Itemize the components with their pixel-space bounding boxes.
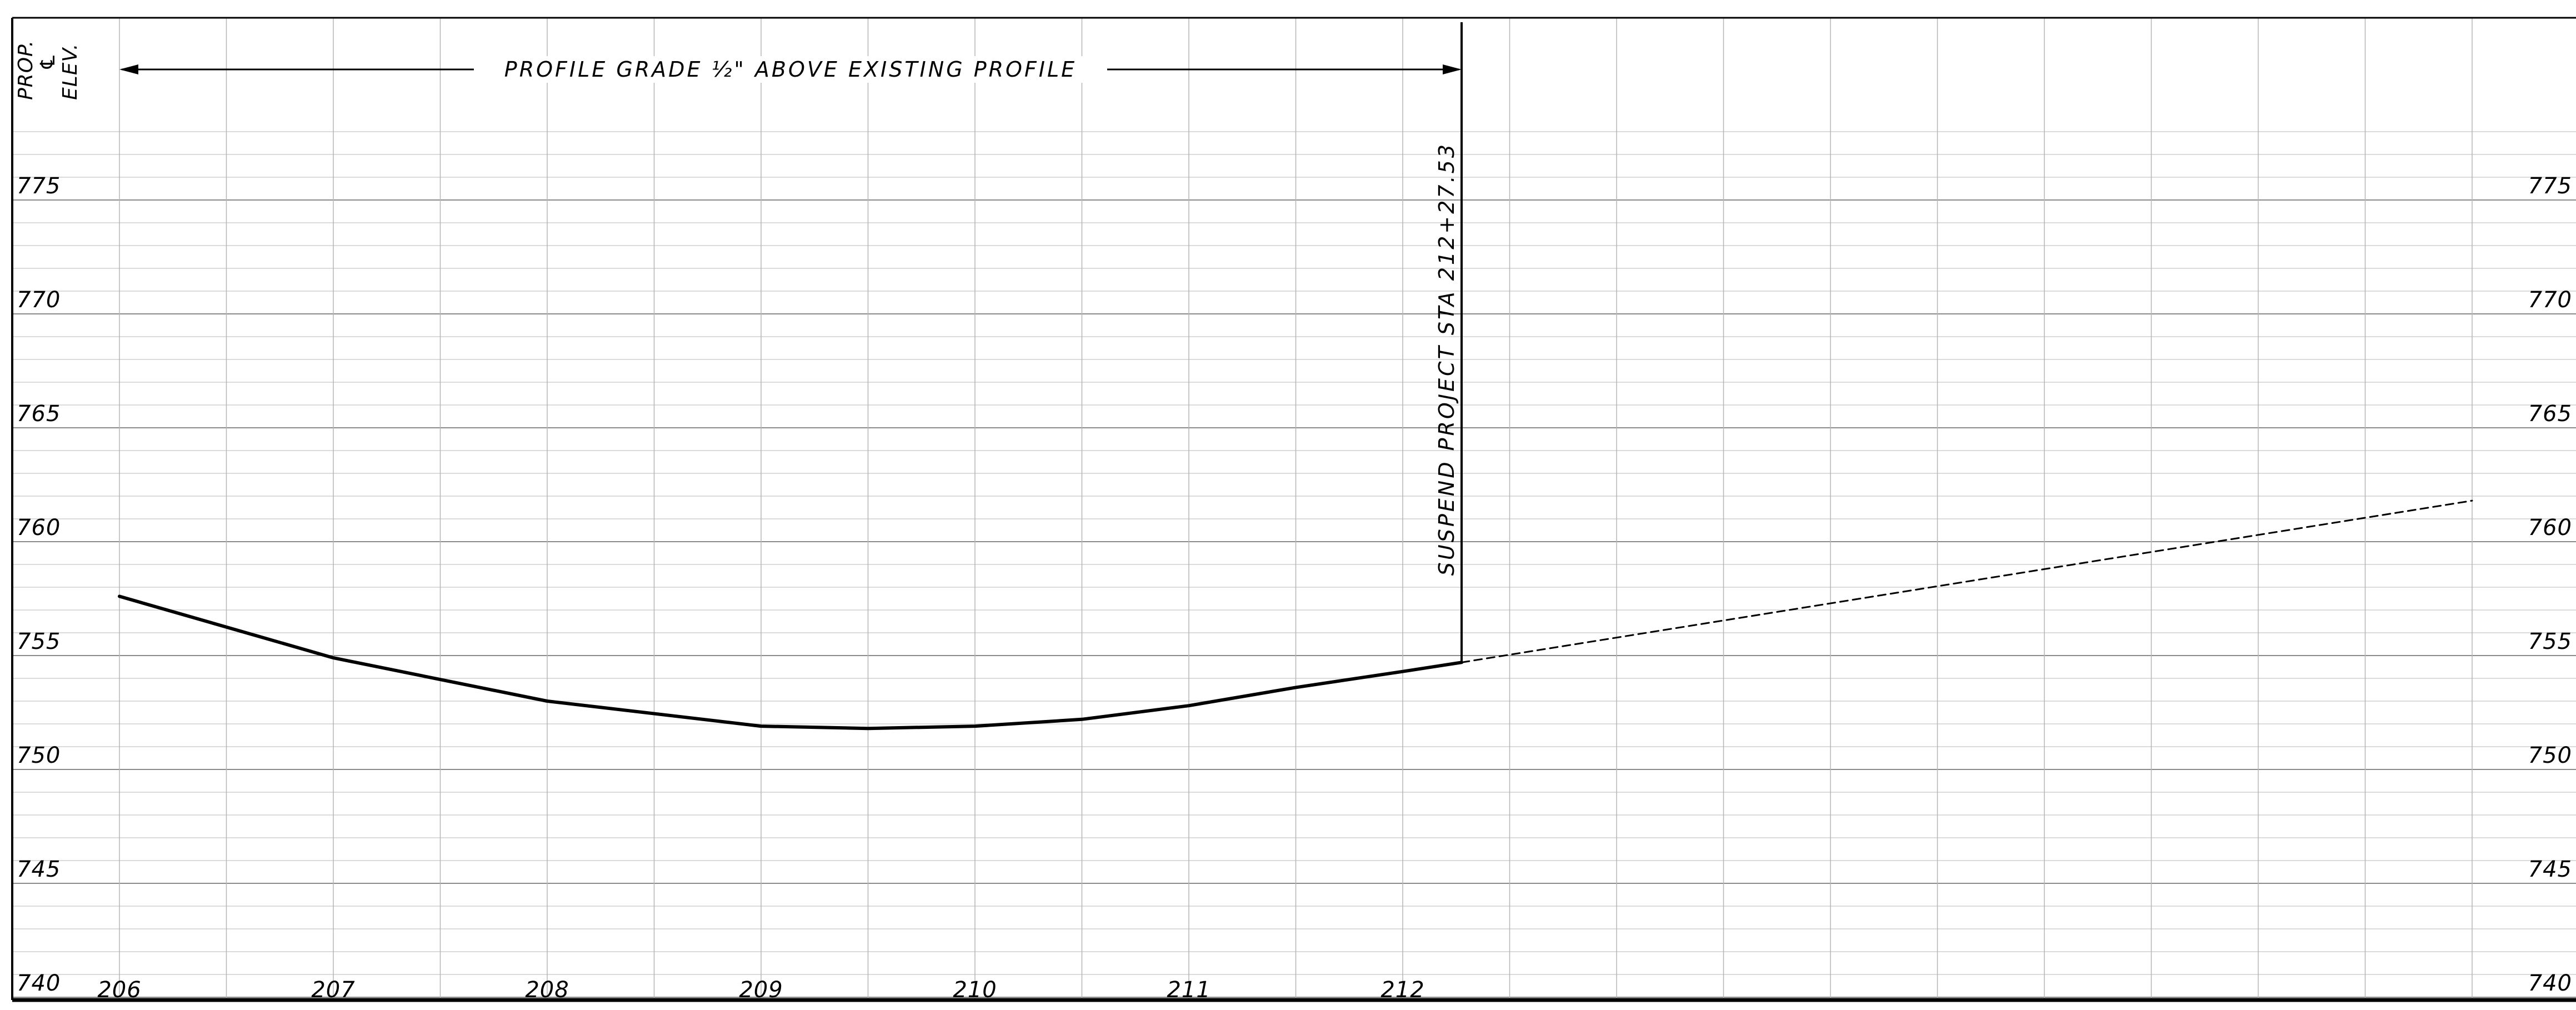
corner-label: PROP. ℄ ELEV. <box>14 40 82 100</box>
y-tick-label-right: 745 <box>2528 857 2572 882</box>
y-tick-label-left: 755 <box>17 629 61 654</box>
x-tick-label: 212 <box>1380 977 1424 1003</box>
x-tick-label: 211 <box>1167 977 1211 1003</box>
profile-lines <box>118 499 2473 731</box>
y-tick-label-left: 760 <box>17 515 61 541</box>
x-tick-label: 206 <box>97 977 141 1003</box>
grid <box>12 18 2576 1000</box>
elevation-labels-left: 775 770 765 760 755 750 745 740 <box>17 173 61 996</box>
y-tick-label-right: 740 <box>2528 971 2572 996</box>
corner-label-centerline-symbol: ℄ <box>37 53 59 71</box>
x-tick-label: 209 <box>739 977 783 1003</box>
y-tick-label-right: 765 <box>2528 401 2572 427</box>
y-tick-label-left: 770 <box>17 287 61 313</box>
y-tick-label-right: 770 <box>2528 287 2572 313</box>
y-tick-label-right: 750 <box>2528 743 2572 768</box>
y-tick-label-left: 775 <box>17 173 61 199</box>
y-tick-label-left: 740 <box>17 971 61 996</box>
x-tick-label: 207 <box>311 977 355 1003</box>
y-tick-label-right: 775 <box>2528 173 2572 199</box>
station-labels: 206 207 208 209 210 211 212 <box>97 977 1424 1003</box>
x-tick-label: 208 <box>525 977 569 1003</box>
suspend-project-marker: SUSPEND PROJECT STA 212+27.53 <box>1434 22 1463 663</box>
sheet-border <box>11 17 2576 1002</box>
grade-note: PROFILE GRADE ½" ABOVE EXISTING PROFILE <box>504 57 1077 82</box>
corner-label-line-3: ELEV. <box>59 43 82 101</box>
y-tick-label-right: 760 <box>2528 515 2572 541</box>
projected-profile-line <box>1460 499 2473 663</box>
suspend-project-label: SUSPEND PROJECT STA 212+27.53 <box>1434 142 1459 576</box>
grade-note-background <box>473 56 1107 83</box>
y-tick-label-left: 745 <box>17 857 61 882</box>
corner-label-line-1: PROP. <box>14 40 37 100</box>
y-tick-label-right: 755 <box>2528 629 2572 654</box>
y-tick-label-left: 750 <box>17 743 61 768</box>
proposed-profile-line <box>118 594 1463 731</box>
elevation-labels-right: 775 770 765 760 755 750 745 740 <box>2528 173 2572 996</box>
x-tick-label: 210 <box>953 977 997 1003</box>
y-tick-label-left: 765 <box>17 401 61 427</box>
